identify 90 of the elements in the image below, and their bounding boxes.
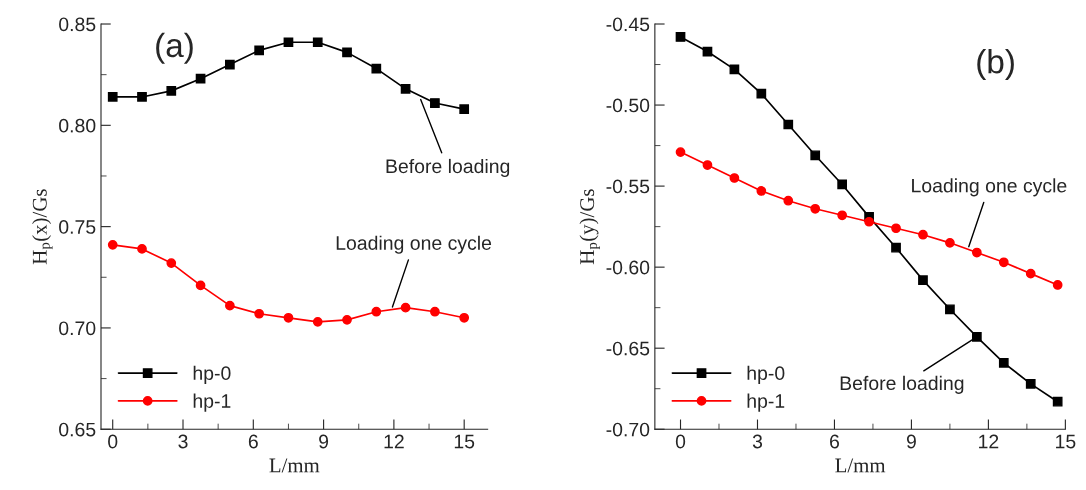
point bbox=[195, 73, 206, 84]
point bbox=[998, 357, 1009, 368]
point bbox=[371, 63, 382, 74]
point bbox=[675, 147, 686, 157]
y-tick-label: 0.75 bbox=[59, 220, 96, 234]
point bbox=[107, 239, 118, 250]
point bbox=[342, 47, 352, 58]
x-axis-title: L/mm bbox=[835, 458, 886, 473]
point bbox=[254, 45, 265, 56]
point bbox=[998, 257, 1009, 268]
y-tick-label: -0.70 bbox=[606, 422, 650, 437]
y-tick-label: 0.65 bbox=[59, 422, 96, 437]
x-axis-title: L/mm bbox=[269, 458, 320, 473]
legend-label: hp-0 bbox=[193, 365, 231, 384]
x-tick-label: 12 bbox=[384, 434, 404, 449]
annotation: Before loading bbox=[840, 375, 964, 394]
point bbox=[1025, 378, 1036, 389]
point bbox=[971, 247, 982, 258]
annotation: Loading one cycle bbox=[336, 235, 492, 254]
point bbox=[945, 304, 955, 315]
annotation: Before loading bbox=[386, 158, 510, 178]
x-tick-label: 6 bbox=[248, 434, 258, 449]
point bbox=[675, 32, 686, 42]
point bbox=[729, 173, 740, 183]
x-tick-label: 15 bbox=[1056, 434, 1076, 449]
x-tick-label: 0 bbox=[108, 434, 118, 449]
point bbox=[810, 203, 821, 214]
x-tick-label: 15 bbox=[454, 434, 475, 449]
point bbox=[459, 104, 470, 114]
y-tick-label: -0.55 bbox=[606, 179, 650, 194]
point bbox=[166, 86, 177, 96]
point bbox=[107, 92, 118, 102]
annotation: Loading one cycle bbox=[912, 178, 1067, 197]
x-tick-label: 3 bbox=[752, 434, 763, 449]
y-tick-label: -0.60 bbox=[606, 260, 650, 275]
point bbox=[400, 83, 411, 94]
point bbox=[371, 306, 382, 317]
x-tick-label: 3 bbox=[178, 434, 188, 449]
point bbox=[756, 88, 767, 99]
point bbox=[195, 280, 206, 291]
point bbox=[783, 195, 794, 206]
point bbox=[783, 119, 794, 130]
point bbox=[1052, 396, 1063, 407]
y-axis-title: H$_{p}$(y)/Gs bbox=[579, 189, 600, 265]
point bbox=[945, 237, 955, 248]
point bbox=[837, 210, 848, 221]
point bbox=[837, 179, 848, 190]
point bbox=[864, 216, 874, 227]
point bbox=[312, 316, 323, 327]
x-tick-label: 0 bbox=[675, 434, 686, 449]
point bbox=[1052, 280, 1063, 290]
point bbox=[137, 244, 147, 254]
point bbox=[891, 242, 901, 253]
y-tick-label: -0.45 bbox=[606, 17, 650, 32]
point bbox=[342, 314, 352, 325]
point bbox=[137, 92, 147, 102]
point bbox=[312, 37, 323, 48]
x-tick-label: 9 bbox=[319, 434, 329, 449]
y-tick-label: 0.80 bbox=[59, 118, 96, 133]
point bbox=[254, 308, 265, 319]
y-tick-label: -0.50 bbox=[606, 98, 650, 113]
point bbox=[225, 59, 235, 70]
legend-label: hp-0 bbox=[747, 365, 785, 384]
annotation: (a) bbox=[156, 32, 193, 64]
annotation: (b) bbox=[977, 49, 1014, 81]
point bbox=[756, 186, 767, 196]
x-tick-label: 9 bbox=[906, 434, 916, 449]
y-tick-label: 0.85 bbox=[59, 17, 96, 32]
point bbox=[283, 312, 294, 323]
point bbox=[810, 150, 821, 161]
point bbox=[225, 300, 235, 311]
point bbox=[400, 302, 411, 313]
point bbox=[283, 37, 294, 48]
legend-label: hp-1 bbox=[193, 393, 231, 412]
point bbox=[918, 229, 928, 240]
point bbox=[891, 223, 901, 234]
legend-label: hp-1 bbox=[747, 393, 785, 412]
y-tick-label: 0.70 bbox=[59, 321, 96, 336]
x-tick-label: 12 bbox=[979, 434, 999, 449]
y-tick-label: -0.65 bbox=[606, 341, 650, 356]
point bbox=[166, 258, 177, 268]
y-axis-title: H$_{p}$(x)/Gs bbox=[32, 189, 53, 265]
point bbox=[430, 98, 440, 108]
x-tick-label: 6 bbox=[830, 434, 840, 449]
point bbox=[459, 312, 470, 323]
point bbox=[1025, 268, 1036, 279]
point bbox=[971, 331, 982, 342]
point bbox=[918, 275, 928, 285]
point bbox=[702, 160, 713, 170]
point bbox=[430, 306, 440, 317]
